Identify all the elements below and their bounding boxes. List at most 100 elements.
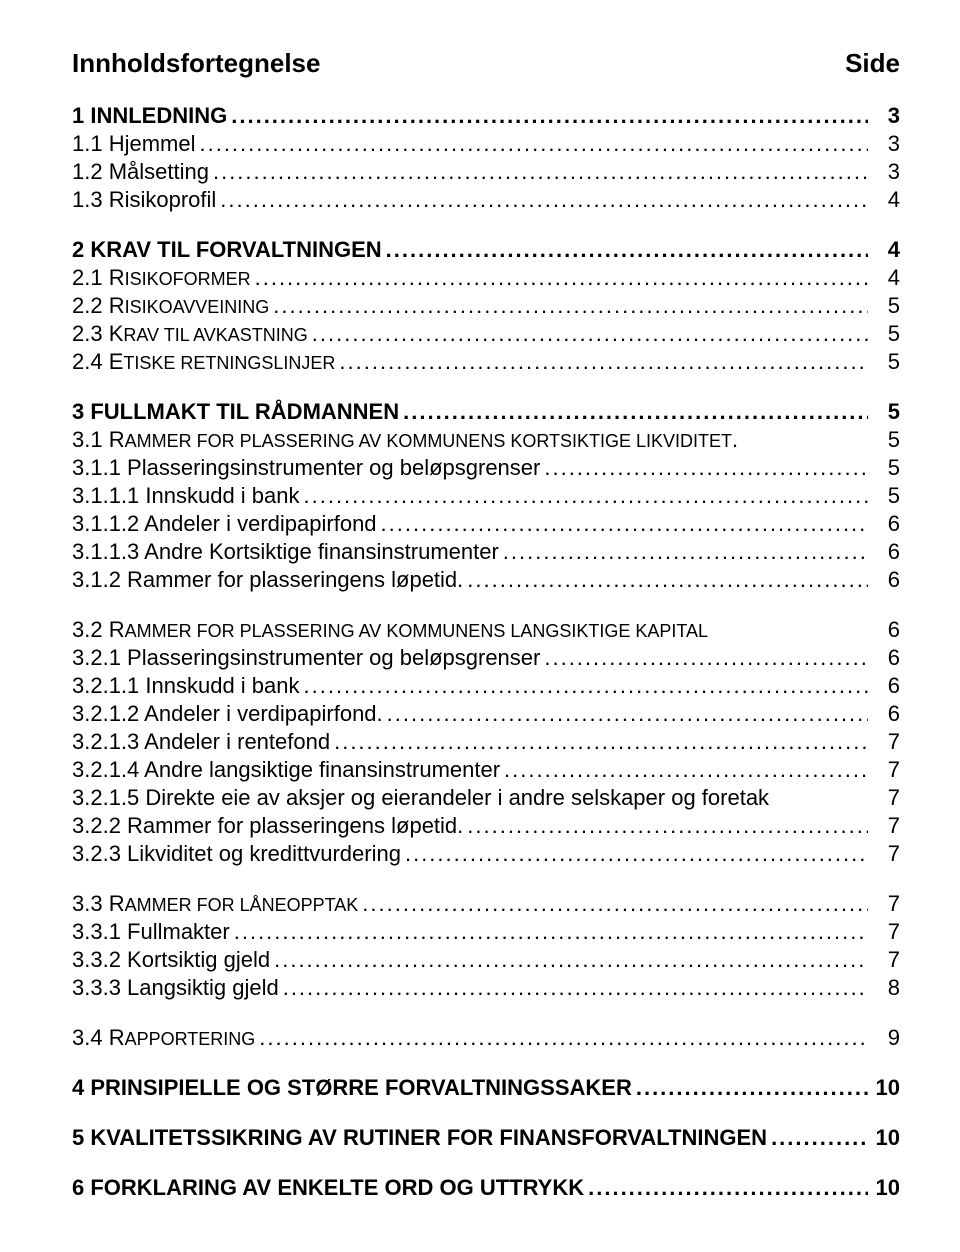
- toc-label: 3.2.1 Plasseringsinstrumenter og beløpsg…: [72, 645, 540, 671]
- toc-row-3-2-3: 3.2.3 Likviditet og kredittvurdering ...…: [72, 841, 900, 867]
- toc-page: 5: [872, 399, 900, 425]
- leader-dots: ........................................…: [283, 975, 868, 1001]
- leader-dots: ........................................…: [304, 673, 869, 699]
- toc-row-3: 3 FULLMAKT TIL RÅDMANNEN ...............…: [72, 399, 900, 425]
- leader-dots: ........................................…: [405, 841, 868, 867]
- toc-page: 8: [872, 975, 900, 1001]
- leader-dots: ........................................…: [504, 757, 868, 783]
- toc-page: 7: [872, 729, 900, 755]
- toc-label: 3.4 RAPPORTERING: [72, 1025, 255, 1051]
- leader-dots: ........................................…: [220, 187, 868, 213]
- toc-row-3-1: 3.1 RAMMER FOR PLASSERING AV KOMMUNENS K…: [72, 427, 900, 453]
- toc-label: 1.3 Risikoprofil: [72, 187, 216, 213]
- toc-page: 5: [872, 427, 900, 453]
- leader-dots: ........................................…: [387, 701, 868, 727]
- toc-page: 6: [872, 511, 900, 537]
- toc-row-4: 4 PRINSIPIELLE OG STØRRE FORVALTNINGSSAK…: [72, 1075, 900, 1101]
- toc-label: 3.1.2 Rammer for plasseringens løpetid.: [72, 567, 463, 593]
- toc-label: 2.4 ETISKE RETNINGSLINJER: [72, 349, 335, 375]
- toc-page: 7: [872, 919, 900, 945]
- toc-header: Innholdsfortegnelse Side: [72, 48, 900, 79]
- toc-row-2-1: 2.1 RISIKOFORMER .......................…: [72, 265, 900, 291]
- leader-dots: ........................................…: [339, 349, 868, 375]
- toc-page: 4: [872, 237, 900, 263]
- toc-row-3-3-2: 3.3.2 Kortsiktig gjeld .................…: [72, 947, 900, 973]
- toc-label: 3.1.1.2 Andeler i verdipapirfond: [72, 511, 377, 537]
- toc-label: 3.2.3 Likviditet og kredittvurdering: [72, 841, 401, 867]
- leader-dots: ........................................…: [467, 813, 868, 839]
- toc-page: 10: [872, 1175, 900, 1201]
- toc-label: 3.2.2 Rammer for plasseringens løpetid.: [72, 813, 463, 839]
- toc-row-1: 1 INNLEDNING ...........................…: [72, 103, 900, 129]
- toc-page: 7: [872, 841, 900, 867]
- leader-dots: ........................................…: [386, 237, 868, 263]
- toc-label: 2 KRAV TIL FORVALTNINGEN: [72, 237, 382, 263]
- toc-page: 7: [872, 757, 900, 783]
- toc-row-3-1-1-1: 3.1.1.1 Innskudd i bank ................…: [72, 483, 900, 509]
- toc-page: 7: [872, 785, 900, 811]
- toc-page: 7: [872, 891, 900, 917]
- toc-row-3-2-1-4: 3.2.1.4 Andre langsiktige finansinstrume…: [72, 757, 900, 783]
- toc-row-3-2-2: 3.2.2 Rammer for plasseringens løpetid. …: [72, 813, 900, 839]
- leader-dots: ........................................…: [588, 1175, 868, 1201]
- leader-dots: ........................................…: [231, 103, 868, 129]
- toc-row-3-2-1-3: 3.2.1.3 Andeler i rentefond ............…: [72, 729, 900, 755]
- toc-label: 3.2.1.2 Andeler i verdipapirfond.: [72, 701, 383, 727]
- toc-page: 6: [872, 567, 900, 593]
- toc-page: 3: [872, 159, 900, 185]
- toc-row-3-1-1: 3.1.1 Plasseringsinstrumenter og beløpsg…: [72, 455, 900, 481]
- toc-label: 3.2.1.3 Andeler i rentefond: [72, 729, 330, 755]
- toc-label: 2.2 RISIKOAVVEINING: [72, 293, 269, 319]
- leader-dots: ........................................…: [503, 539, 868, 565]
- toc-row-3-2-1-5: 3.2.1.5 Direkte eie av aksjer og eierand…: [72, 785, 900, 811]
- toc-page: 10: [872, 1075, 900, 1101]
- toc-page: 9: [872, 1025, 900, 1051]
- toc-page: 6: [872, 673, 900, 699]
- leader-dots: ........................................…: [274, 947, 868, 973]
- toc-row-3-3: 3.3 RAMMER FOR LÅNEOPPTAK ..............…: [72, 891, 900, 917]
- leader-dots: ........................................…: [312, 321, 868, 347]
- leader-dots: ........................................…: [304, 483, 869, 509]
- toc-row-1-3: 1.3 Risikoprofil .......................…: [72, 187, 900, 213]
- toc-page: 6: [872, 701, 900, 727]
- leader-dots: ........................................…: [544, 455, 868, 481]
- toc-page: 10: [872, 1125, 900, 1151]
- toc-page: 4: [872, 187, 900, 213]
- toc-row-2-2: 2.2 RISIKOAVVEINING ....................…: [72, 293, 900, 319]
- toc-row-3-1-2: 3.1.2 Rammer for plasseringens løpetid. …: [72, 567, 900, 593]
- toc-label: 3 FULLMAKT TIL RÅDMANNEN: [72, 399, 399, 425]
- toc-row-3-2-1-2: 3.2.1.2 Andeler i verdipapirfond. ......…: [72, 701, 900, 727]
- toc-label: 3.1.1 Plasseringsinstrumenter og beløpsg…: [72, 455, 540, 481]
- toc-label: 3.3.2 Kortsiktig gjeld: [72, 947, 270, 973]
- toc-row-5: 5 KVALITETSSIKRING AV RUTINER FOR FINANS…: [72, 1125, 900, 1151]
- leader-dots: ........................................…: [771, 1125, 868, 1151]
- leader-dots: ........................................…: [544, 645, 868, 671]
- leader-dots: ........................................…: [213, 159, 868, 185]
- toc-page: 4: [872, 265, 900, 291]
- toc-page: 5: [872, 293, 900, 319]
- toc-page: 7: [872, 813, 900, 839]
- leader-dots: ........................................…: [273, 293, 868, 319]
- toc-label: 3.1.1.3 Andre Kortsiktige finansinstrume…: [72, 539, 499, 565]
- toc-page: 7: [872, 947, 900, 973]
- toc-label: 4 PRINSIPIELLE OG STØRRE FORVALTNINGSSAK…: [72, 1075, 632, 1101]
- toc-row-3-2-1-1: 3.2.1.1 Innskudd i bank ................…: [72, 673, 900, 699]
- toc-label: 6 FORKLARING AV ENKELTE ORD OG UTTRYKK: [72, 1175, 584, 1201]
- toc-row-3-2: 3.2 RAMMER FOR PLASSERING AV KOMMUNENS L…: [72, 617, 900, 643]
- toc-label: 3.3.1 Fullmakter: [72, 919, 230, 945]
- toc-row-3-2-1: 3.2.1 Plasseringsinstrumenter og beløpsg…: [72, 645, 900, 671]
- toc-label: 2.3 KRAV TIL AVKASTNING: [72, 321, 308, 347]
- leader-dots: ........................................…: [467, 567, 868, 593]
- toc-row-3-3-3: 3.3.3 Langsiktig gjeld .................…: [72, 975, 900, 1001]
- toc-page: 5: [872, 321, 900, 347]
- leader-dots: ........................................…: [636, 1075, 868, 1101]
- leader-dots: ........................................…: [259, 1025, 868, 1051]
- toc-page: 6: [872, 617, 900, 643]
- toc-label: 3.2.1.1 Innskudd i bank: [72, 673, 300, 699]
- toc-row-3-4: 3.4 RAPPORTERING .......................…: [72, 1025, 900, 1051]
- toc-row-2: 2 KRAV TIL FORVALTNINGEN ...............…: [72, 237, 900, 263]
- toc-row-3-1-1-2: 3.1.1.2 Andeler i verdipapirfond .......…: [72, 511, 900, 537]
- toc-label: 1 INNLEDNING: [72, 103, 227, 129]
- toc-title-left: Innholdsfortegnelse: [72, 48, 320, 79]
- toc-page: 3: [872, 103, 900, 129]
